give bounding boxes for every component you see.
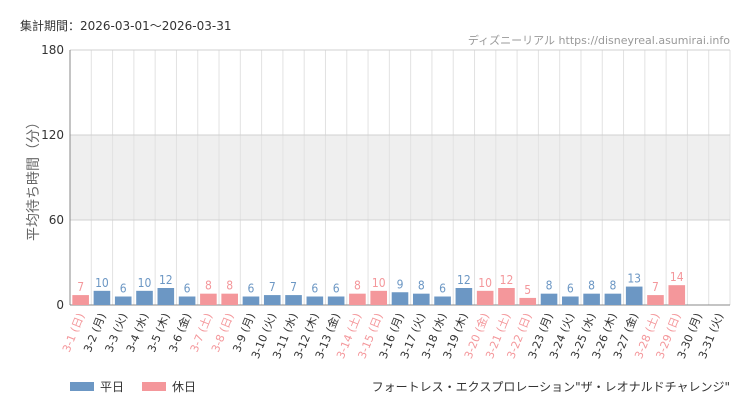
bar-value-label: 6 — [567, 282, 574, 296]
period-prefix: 集計期間： — [20, 19, 81, 33]
bar — [647, 295, 664, 305]
bar-value-label: 7 — [269, 280, 276, 294]
bar — [476, 290, 494, 305]
bar — [263, 295, 281, 305]
bar — [434, 296, 451, 305]
bar — [370, 290, 388, 305]
bar-value-label: 7 — [77, 280, 84, 294]
source-name: ディズニーリアル — [467, 34, 556, 47]
legend-swatch-holiday — [142, 382, 167, 391]
bar — [349, 293, 366, 305]
bar-value-label: 12 — [457, 273, 471, 287]
bar-value-label: 12 — [159, 273, 173, 287]
bar-value-label: 10 — [95, 276, 109, 290]
bar-value-label: 7 — [652, 280, 659, 294]
bar-value-label: 14 — [670, 270, 684, 284]
y-tick-label: 0 — [56, 298, 64, 312]
period-label: 集計期間：2026-03-01～2026-03-31 — [20, 17, 232, 34]
bar — [157, 288, 175, 305]
y-tick-label: 180 — [41, 43, 64, 57]
bar-value-label: 6 — [311, 282, 318, 296]
bar-value-label: 6 — [439, 282, 446, 296]
bar-value-label: 10 — [138, 276, 152, 290]
legend-label-weekday: 平日 — [100, 380, 125, 394]
bar-value-label: 5 — [524, 283, 531, 297]
legend-label-holiday: 休日 — [172, 380, 197, 394]
bar-value-label: 6 — [333, 282, 340, 296]
bar — [306, 296, 324, 305]
bar — [221, 293, 238, 305]
legend: 平日 休日 — [70, 378, 196, 395]
bar — [562, 296, 579, 305]
bar — [412, 293, 430, 305]
bar — [540, 293, 558, 305]
bar-value-label: 12 — [500, 273, 514, 287]
legend-swatch-weekday — [70, 382, 94, 391]
bar-value-label: 10 — [478, 276, 492, 290]
bar — [583, 293, 600, 305]
bar-value-label: 8 — [609, 279, 616, 293]
bar — [455, 288, 473, 305]
bar — [625, 286, 643, 305]
bar-value-label: 8 — [418, 279, 425, 293]
bar — [136, 290, 153, 305]
legend-item-weekday: 平日 — [70, 378, 124, 395]
bar — [391, 292, 409, 305]
bar — [200, 293, 217, 305]
bar-value-label: 9 — [397, 277, 404, 291]
bar-value-label: 10 — [372, 276, 386, 290]
bar — [285, 295, 302, 305]
source-url: https://disneyreal.asumirai.info — [558, 34, 730, 47]
bar-value-label: 13 — [627, 272, 641, 286]
bar — [178, 296, 196, 305]
y-axis-label: 平均待ち時間（分） — [26, 115, 42, 241]
source-credit: ディズニーリアル https://disneyreal.asumirai.inf… — [468, 32, 730, 48]
bar-value-label: 8 — [588, 279, 595, 293]
y-tick-label: 120 — [41, 128, 64, 142]
bar-value-label: 8 — [205, 279, 212, 293]
bar — [327, 296, 345, 305]
bar — [114, 296, 132, 305]
bar — [242, 296, 260, 305]
bar — [668, 285, 686, 305]
bar — [604, 293, 622, 305]
attraction-name: フォートレス・エクスプロレーション"ザ・レオナルドチャレンジ" — [371, 380, 730, 394]
bar-value-label: 8 — [226, 279, 233, 293]
bar-value-label: 6 — [248, 282, 255, 296]
y-tick-label: 60 — [49, 213, 64, 227]
bar-value-label: 6 — [120, 282, 127, 296]
bar-value-label: 6 — [184, 282, 191, 296]
bar-value-label: 7 — [290, 280, 297, 294]
shaded-band — [70, 135, 730, 220]
bar-value-label: 8 — [546, 279, 553, 293]
bar — [72, 295, 89, 305]
bar — [519, 297, 537, 305]
bar — [498, 288, 515, 305]
legend-item-holiday: 休日 — [142, 378, 196, 395]
bar-value-label: 8 — [354, 279, 361, 293]
period-value: 2026-03-01～2026-03-31 — [80, 19, 232, 33]
bar — [93, 290, 111, 305]
